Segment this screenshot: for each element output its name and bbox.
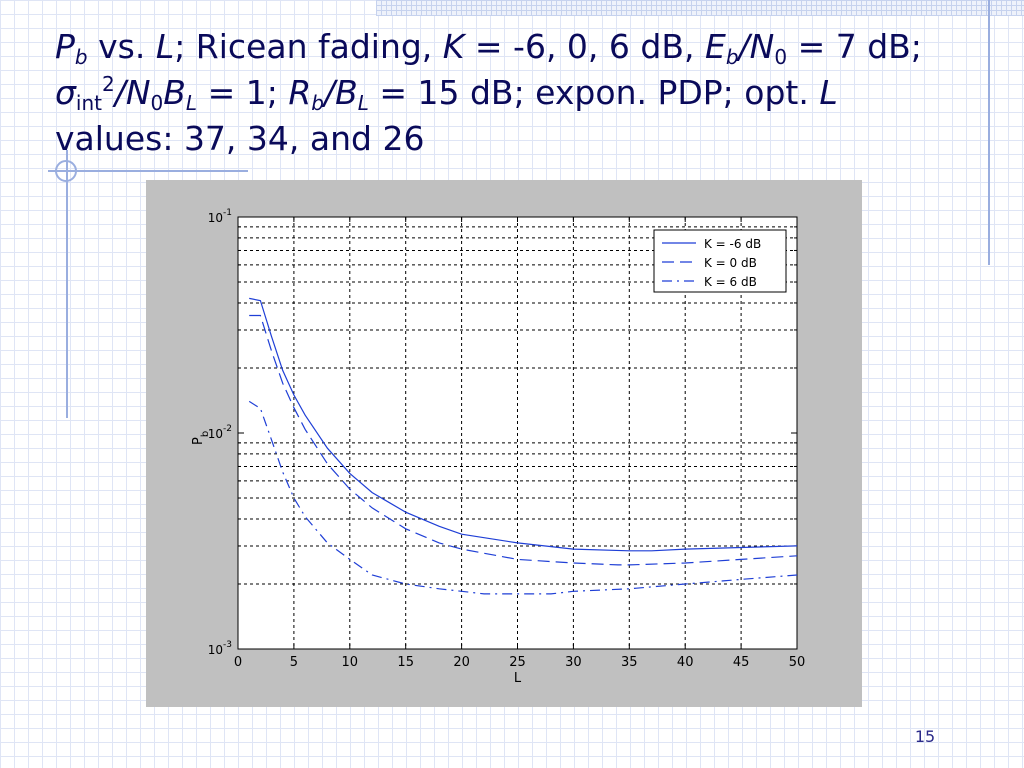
x-tick-label: 25	[509, 655, 526, 670]
title-k-values: = -6, 0, 6 dB,	[464, 27, 705, 66]
x-tick-label: 0	[234, 655, 242, 670]
title-l3-symbol: L	[819, 73, 838, 112]
pb-vs-l-chart: 0 5 10 15 20 25 30 35 40 45 50 10-1 10-2 10-3 L Pb K = -…	[191, 208, 806, 686]
title-r-symbol: R	[288, 73, 312, 112]
x-tick-label: 20	[453, 655, 470, 670]
legend-label-3: K = 6 dB	[704, 275, 757, 289]
title-n2-symbol: /N	[114, 73, 151, 112]
x-tick-label: 10	[342, 655, 359, 670]
y-axis-label: Pb	[191, 431, 211, 445]
title-int-subscript: int	[75, 91, 102, 115]
title-description: ; Ricean fading,	[174, 27, 443, 66]
legend-label-1: K = -6 dB	[704, 237, 761, 251]
title-l-symbol: L	[155, 27, 175, 66]
decorative-right-vertical-line	[988, 0, 990, 265]
title-rest: = 15 dB; expon. PDP; opt.	[368, 73, 820, 112]
title-zero-subscript: 0	[774, 45, 788, 69]
series-line-3	[248, 400, 798, 595]
title-k-symbol: K	[442, 27, 465, 66]
title-rb-subscript: b	[311, 91, 324, 115]
x-tick-label: 5	[290, 655, 298, 670]
title-vs: vs.	[87, 27, 156, 66]
y-tick-label: 10-2	[208, 424, 232, 441]
y-tick-label: 10-3	[208, 640, 232, 657]
title-zero2-subscript: 0	[150, 91, 164, 115]
x-tick-label: 45	[733, 655, 750, 670]
series-line-1	[249, 297, 798, 552]
title-p-symbol: P	[55, 27, 75, 66]
decorative-horizontal-line	[48, 170, 248, 172]
title-b-subscript: b	[74, 45, 88, 69]
legend-box	[653, 229, 787, 293]
title-values: values: 37, 34, and 26	[55, 119, 425, 158]
decorative-left-vertical-line	[66, 150, 68, 418]
title-eq1: = 1;	[197, 73, 289, 112]
title-l-subscript: L	[185, 91, 198, 115]
slide-title: Pb vs. L; Ricean fading, K = -6, 0, 6 dB…	[55, 24, 955, 162]
figure-frame: 0 5 10 15 20 25 30 35 40 45 50 10-1 10-2 10-3 L Pb K = -…	[146, 180, 862, 707]
x-tick-label: 15	[397, 655, 414, 670]
title-n-symbol: /N	[738, 27, 775, 66]
x-tick-label: 40	[677, 655, 694, 670]
x-axis-label: L	[514, 671, 522, 686]
y-tick-label: 10-1	[208, 208, 232, 225]
title-eb-subscript: b	[725, 45, 739, 69]
series-line-2	[249, 314, 798, 566]
x-tick-label: 30	[565, 655, 582, 670]
title-l2-subscript: L	[357, 91, 369, 115]
title-eq7: = 7 dB;	[787, 27, 922, 66]
x-tick-label: 50	[789, 655, 806, 670]
slide-number: 15	[914, 727, 936, 746]
legend-label-2: K = 0 dB	[704, 256, 757, 270]
title-b-symbol: B	[163, 73, 186, 112]
title-sigma-symbol: σ	[55, 73, 76, 112]
top-decoration-band	[376, 0, 1024, 16]
decorative-circle	[55, 160, 77, 182]
title-b2-symbol: /B	[323, 73, 358, 112]
x-tick-label: 35	[621, 655, 638, 670]
title-squared-superscript: 2	[102, 72, 115, 96]
title-e-symbol: E	[704, 27, 726, 66]
